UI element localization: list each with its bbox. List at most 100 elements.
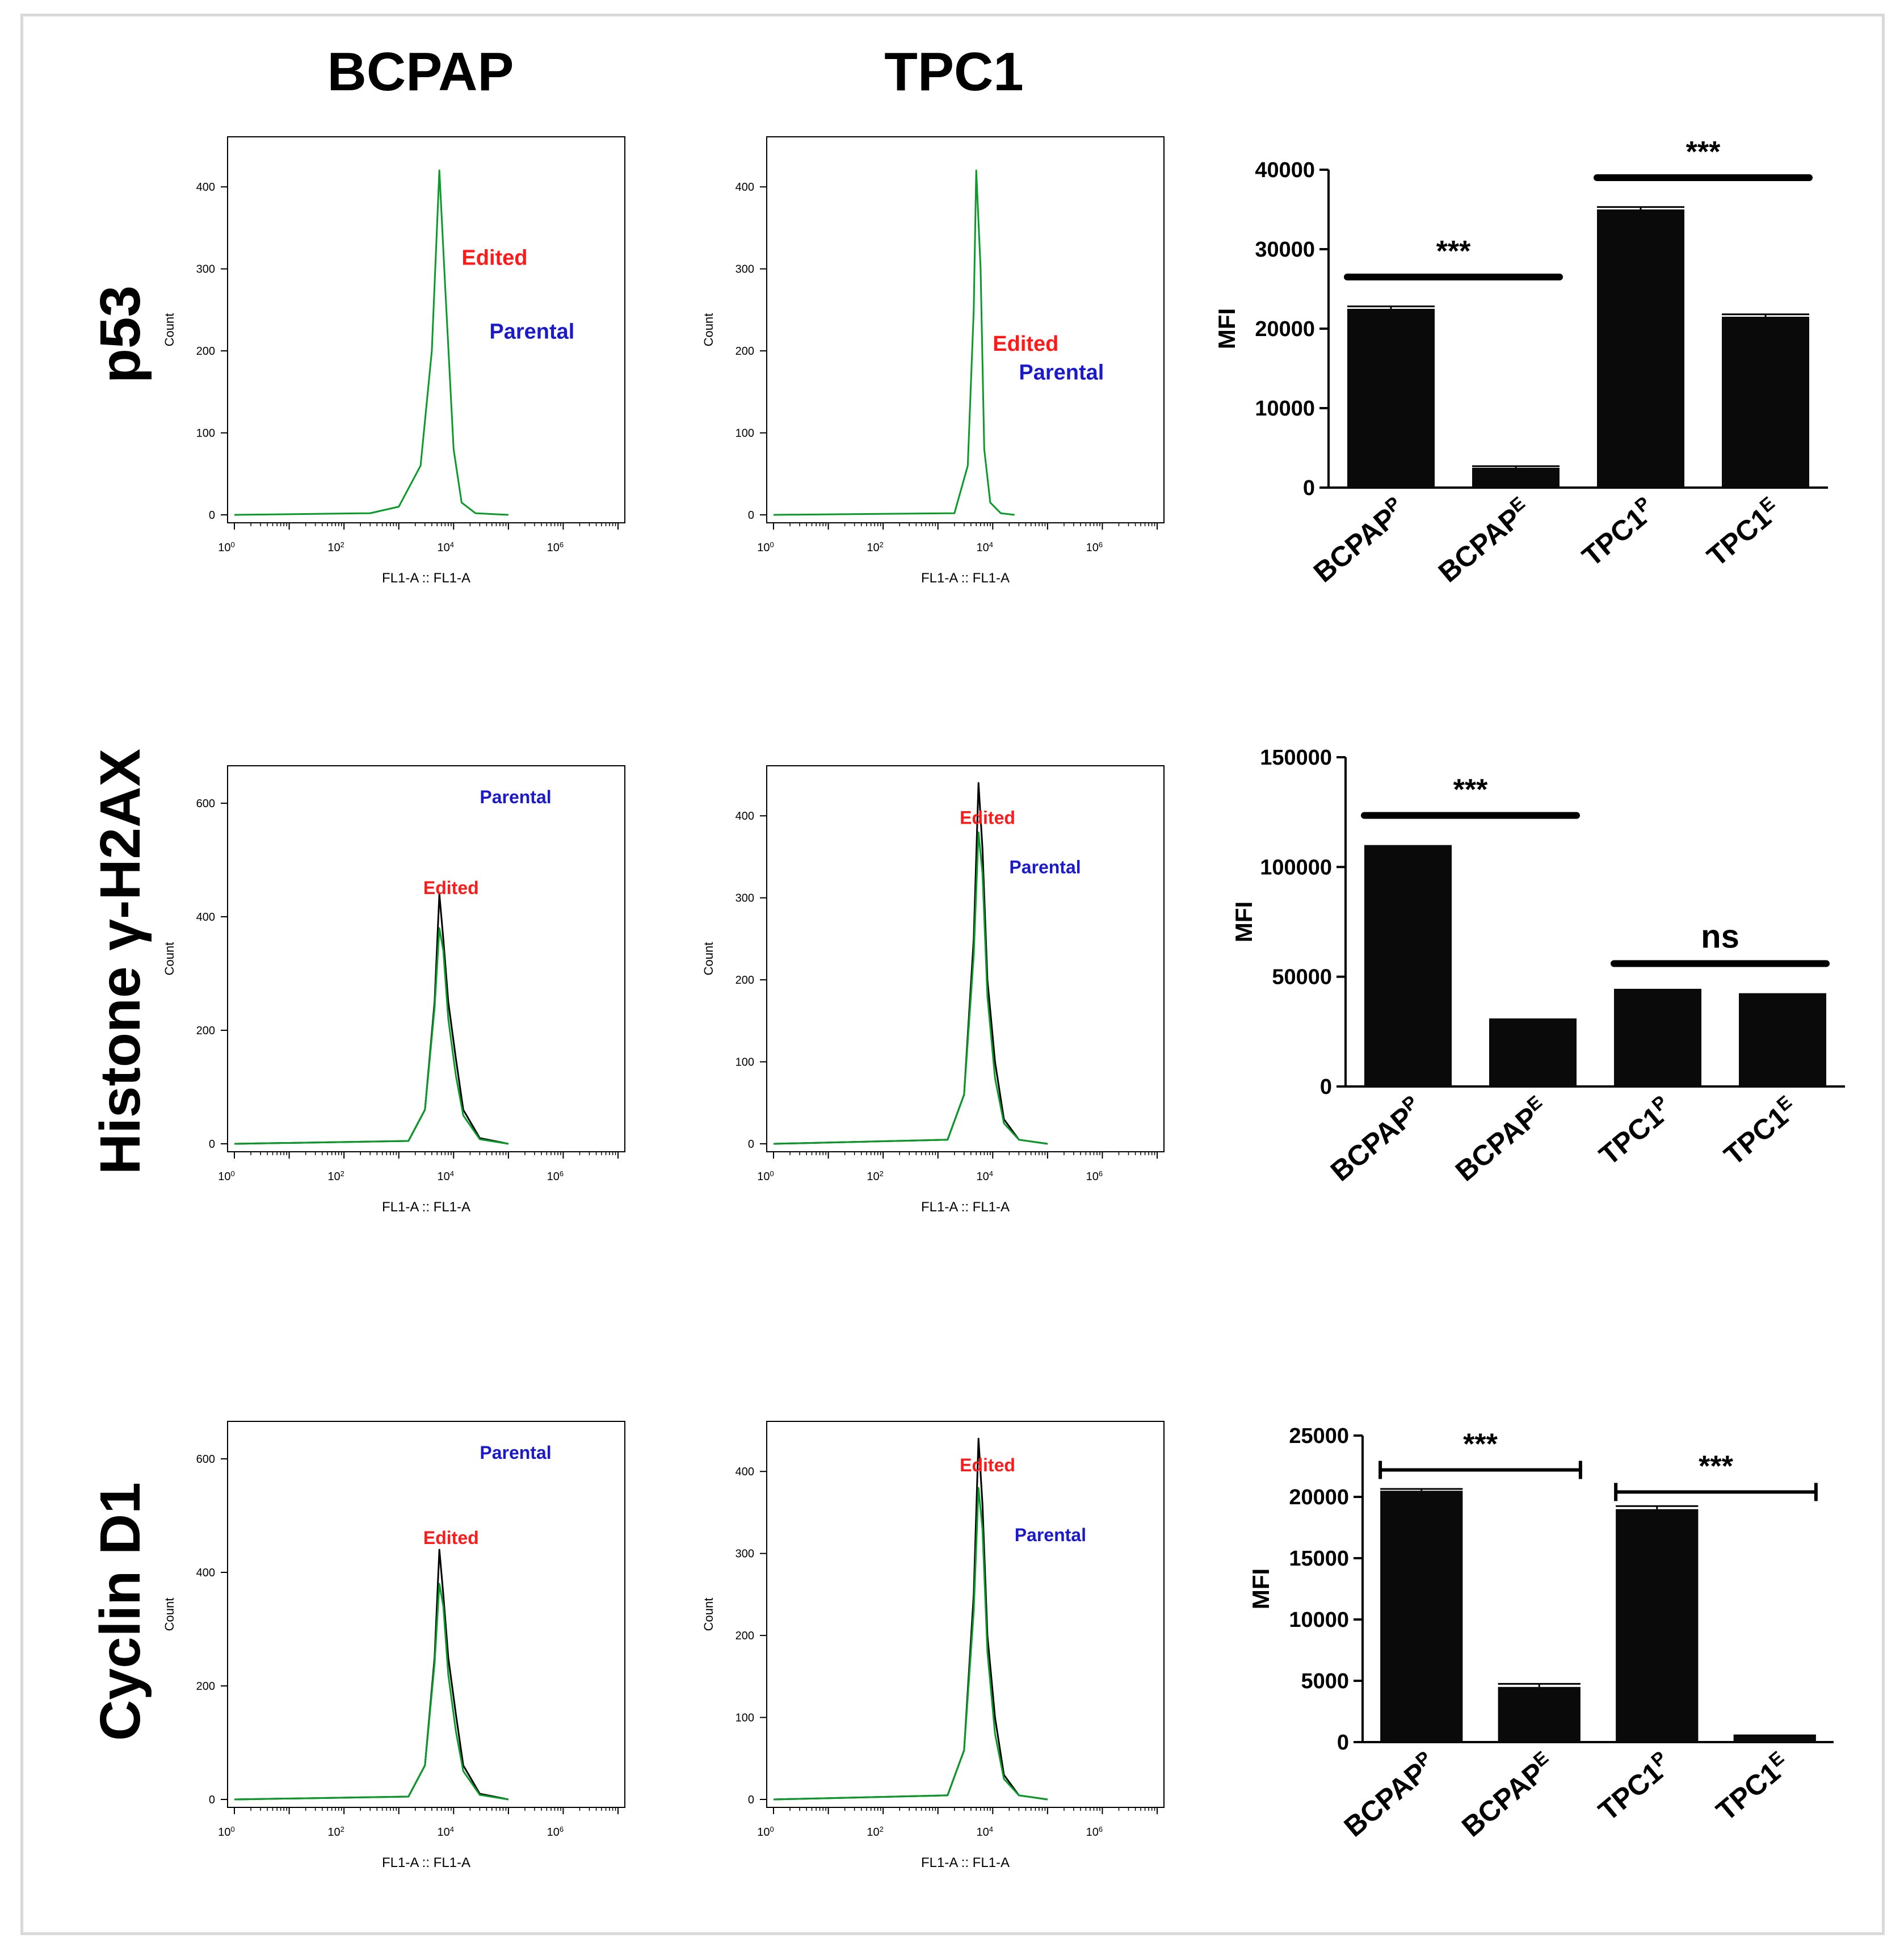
category-label-group: TPC1P [1576, 492, 1653, 573]
y-tick-label: 200 [735, 974, 754, 987]
x-tick-label: 102 [327, 1825, 344, 1839]
bar [1597, 209, 1684, 488]
y-axis-label: MFI [1247, 1568, 1274, 1609]
bar [1489, 1018, 1577, 1086]
edited-histogram-line [234, 269, 518, 515]
x-axis-label: FL1-A :: FL1-A [382, 1855, 470, 1870]
category-label: BCPAPE [1448, 1091, 1554, 1188]
y-tick-label: 150000 [1260, 746, 1332, 770]
y-axis-label-group: MFI [1230, 901, 1257, 942]
y-tick-label: 400 [735, 810, 754, 823]
x-tick-label: 106 [547, 540, 564, 555]
category-label: BCPAPE [1431, 492, 1537, 589]
y-tick-label: 0 [1303, 476, 1315, 500]
y-tick-label: 5000 [1301, 1669, 1349, 1693]
category-label: BCPAPP [1336, 1747, 1442, 1843]
plot-frame [227, 765, 625, 1152]
y-tick-label: 25000 [1289, 1424, 1349, 1448]
category-label-group: BCPAPP [1308, 492, 1404, 589]
x-tick-label: 100 [757, 540, 774, 555]
significance-label: *** [1453, 773, 1488, 806]
y-tick-label: 100 [196, 427, 215, 440]
y-tick-label: 400 [196, 911, 215, 924]
category-label-group: BCPAPE [1448, 1091, 1554, 1188]
parental-histogram-line [774, 882, 1059, 1144]
x-axis-label: FL1-A :: FL1-A [382, 570, 470, 586]
bar [1498, 1686, 1581, 1742]
column-header-tpc1: TPC1 [884, 41, 1023, 102]
bar [1472, 468, 1560, 488]
green-histogram-line [773, 831, 1048, 1145]
black-histogram-line [773, 782, 1048, 1145]
y-tick-label: 400 [196, 1567, 215, 1579]
x-tick-label: 104 [977, 1825, 993, 1839]
figure-canvas: BCPAP TPC1 p53 Histone γ-H2AX Cyclin D1 0 100 2… [89, 41, 1845, 1870]
x-tick-label: 104 [977, 1169, 993, 1184]
y-axis-label-group: Count [162, 942, 176, 976]
significance-label: *** [1436, 235, 1471, 268]
y-tick-label: 400 [735, 1466, 754, 1478]
y-tick-label: 30000 [1255, 238, 1315, 262]
y-axis-label: Count [162, 313, 176, 347]
x-tick-label: 104 [438, 1169, 454, 1184]
x-tick-label: 106 [1086, 1825, 1103, 1839]
y-tick-label: 0 [1337, 1731, 1349, 1755]
black-histogram-line [234, 1549, 509, 1801]
significance-label: *** [1463, 1428, 1498, 1461]
category-label-group: BCPAPE [1456, 1747, 1552, 1843]
parental-histogram-line [234, 1453, 525, 1799]
y-axis-label: Count [701, 313, 716, 347]
x-tick-label: 100 [218, 540, 234, 555]
parental-label: Parental [1009, 857, 1081, 877]
x-tick-label: 106 [547, 1169, 564, 1184]
plot-frame [227, 136, 625, 523]
bar [1380, 1491, 1463, 1742]
y-tick-label: 100 [735, 1056, 754, 1069]
y-tick-label: 15000 [1289, 1547, 1349, 1571]
x-tick-label: 106 [1086, 540, 1103, 555]
x-tick-label: 104 [438, 1825, 454, 1839]
y-tick-label: 200 [196, 1680, 215, 1693]
y-tick-label: 200 [196, 345, 215, 358]
edited-histogram-line [774, 392, 1064, 515]
y-tick-label: 0 [209, 1138, 215, 1151]
category-label: TPC1E [1709, 1747, 1796, 1827]
y-axis-label-group: MFI [1247, 1568, 1274, 1609]
edited-label: Edited [423, 878, 479, 898]
bar [1722, 317, 1809, 488]
bar-chart-panel: 0 10000 20000 30000 40000 MFI BCPAPP BCPAPE TPC1… [1213, 136, 1828, 589]
bar [1739, 993, 1826, 1086]
black-histogram-line [234, 893, 509, 1145]
x-tick-label: 102 [327, 540, 344, 555]
y-tick-label: 200 [196, 1025, 215, 1037]
y-tick-label: 20000 [1255, 317, 1315, 341]
y-axis-label-group: Count [701, 313, 716, 347]
parental-label: Parental [1015, 1525, 1086, 1545]
x-tick-label: 104 [438, 540, 454, 555]
row-label: Histone γ-H2AX [89, 749, 152, 1174]
bar-chart-panel: 0 5000 10000 15000 20000 25000 MFI BCPAPP BCPAPE… [1247, 1424, 1834, 1843]
y-tick-label: 20000 [1289, 1486, 1349, 1509]
category-label-group: TPC1P [1591, 1747, 1678, 1827]
y-tick-label: 100000 [1260, 855, 1332, 879]
edited-label: Edited [423, 1528, 479, 1548]
y-tick-label: 300 [196, 263, 215, 276]
category-label: TPC1P [1591, 1747, 1678, 1827]
parental-label: Parental [480, 1442, 551, 1463]
y-tick-label: 0 [748, 1138, 754, 1151]
category-label: TPC1E [1717, 1091, 1804, 1172]
y-axis-label: MFI [1213, 308, 1240, 349]
y-axis-label: Count [701, 942, 716, 976]
x-tick-label: 102 [867, 1825, 883, 1839]
edited-label: Edited [960, 808, 1015, 828]
x-tick-label: 106 [547, 1825, 564, 1839]
y-tick-label: 300 [735, 263, 754, 276]
plot-frame [766, 765, 1165, 1152]
significance-label: ns [1701, 918, 1739, 955]
category-label: TPC1P [1592, 1091, 1679, 1172]
y-axis-label: MFI [1230, 901, 1257, 942]
x-axis-label: FL1-A :: FL1-A [921, 1855, 1010, 1870]
y-axis-label-group: Count [162, 313, 176, 347]
y-tick-label: 10000 [1289, 1608, 1349, 1632]
